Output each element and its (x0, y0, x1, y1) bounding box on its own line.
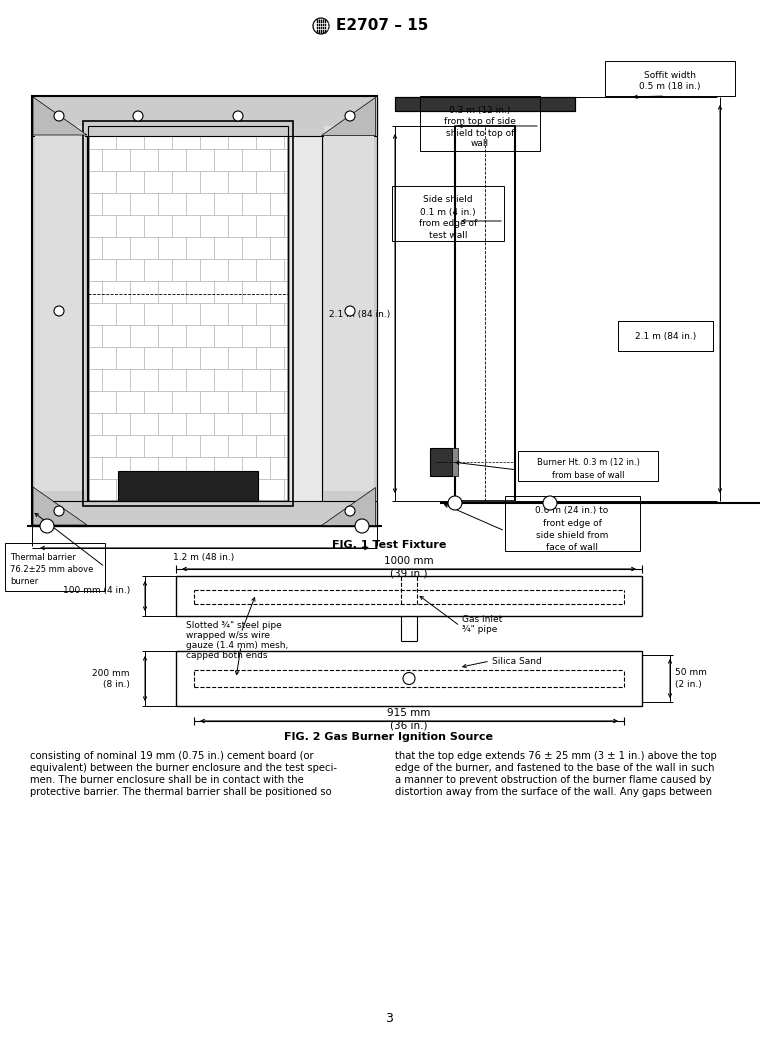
Text: shield to top of: shield to top of (446, 128, 514, 137)
Text: FIG. 2 Gas Burner Ignition Source: FIG. 2 Gas Burner Ignition Source (285, 732, 493, 742)
Text: that the top edge extends 76 ± 25 mm (3 ± 1 in.) above the top: that the top edge extends 76 ± 25 mm (3 … (395, 751, 717, 761)
Text: 0.3 m (12 in.): 0.3 m (12 in.) (450, 106, 510, 116)
Text: gauze (1.4 mm) mesh,: gauze (1.4 mm) mesh, (186, 641, 289, 651)
Text: face of wall: face of wall (546, 542, 598, 552)
Text: wall: wall (471, 139, 489, 149)
Bar (88, 126, 288, 501)
Bar (32, 501, 377, 526)
Circle shape (345, 111, 355, 121)
Bar (605, 61, 735, 96)
Text: 50 mm: 50 mm (675, 668, 707, 677)
Circle shape (345, 506, 355, 516)
Bar (5, 543, 105, 591)
Bar (32, 96, 377, 136)
Text: burner: burner (10, 577, 38, 585)
Bar (452, 448, 458, 476)
Bar (392, 186, 504, 242)
Circle shape (543, 496, 557, 510)
Text: men. The burner enclosure shall be in contact with the: men. The burner enclosure shall be in co… (30, 775, 303, 785)
Text: 1000 mm: 1000 mm (384, 556, 434, 566)
Circle shape (54, 306, 64, 316)
Text: front edge of: front edge of (542, 518, 601, 528)
Text: Slotted ¾" steel pipe: Slotted ¾" steel pipe (186, 621, 282, 631)
Text: Silica Sand: Silica Sand (492, 657, 541, 665)
Text: 915 mm: 915 mm (387, 708, 431, 718)
Circle shape (448, 496, 462, 510)
Text: 76.2±25 mm above: 76.2±25 mm above (10, 564, 93, 574)
Bar (88, 126, 288, 501)
Bar (322, 96, 377, 526)
Bar (324, 126, 374, 491)
Text: Soffit width: Soffit width (644, 71, 696, 79)
Circle shape (54, 111, 64, 121)
Bar (395, 97, 575, 111)
Bar (395, 97, 575, 111)
Circle shape (54, 506, 64, 516)
Text: wrapped w/ss wire: wrapped w/ss wire (186, 632, 270, 640)
Text: 2.1 m (84 in.): 2.1 m (84 in.) (636, 331, 696, 340)
Text: from edge of: from edge of (419, 220, 477, 229)
Bar (32, 96, 377, 526)
Bar (88, 126, 288, 501)
Polygon shape (321, 487, 375, 525)
Text: consisting of nominal 19 mm (0.75 in.) cement board (or: consisting of nominal 19 mm (0.75 in.) c… (30, 751, 314, 761)
Text: capped both ends: capped both ends (186, 652, 268, 660)
Text: 100 mm (4 in.): 100 mm (4 in.) (63, 585, 130, 594)
Circle shape (40, 519, 54, 533)
Text: Side shield: Side shield (423, 196, 473, 204)
Polygon shape (33, 487, 87, 525)
Text: 2.1 m (84 in.): 2.1 m (84 in.) (329, 309, 390, 319)
Text: from top of side: from top of side (444, 118, 516, 127)
Text: a manner to prevent obstruction of the burner flame caused by: a manner to prevent obstruction of the b… (395, 775, 712, 785)
Bar (618, 321, 713, 351)
Text: 0.5 m (18 in.): 0.5 m (18 in.) (640, 82, 701, 92)
Circle shape (355, 519, 369, 533)
Bar (35, 126, 85, 491)
Text: edge of the burner, and fastened to the base of the wall in such: edge of the burner, and fastened to the … (395, 763, 714, 773)
Bar (420, 96, 540, 151)
Bar (32, 96, 87, 526)
Text: (36 in.): (36 in.) (391, 720, 428, 730)
Text: Thermal barrier: Thermal barrier (10, 553, 75, 561)
Text: 0.6 m (24 in.) to: 0.6 m (24 in.) to (535, 507, 608, 515)
Polygon shape (321, 97, 375, 135)
Text: (39 in.): (39 in.) (391, 568, 428, 578)
Text: protective barrier. The thermal barrier shall be positioned so: protective barrier. The thermal barrier … (30, 787, 331, 797)
Text: ¾" pipe: ¾" pipe (462, 625, 497, 634)
Text: Gas inlet: Gas inlet (462, 614, 503, 624)
Text: 1.2 m (48 in.): 1.2 m (48 in.) (173, 553, 235, 562)
Bar (118, 471, 258, 501)
Text: equivalent) between the burner enclosure and the test speci-: equivalent) between the burner enclosure… (30, 763, 337, 773)
Text: Burner Ht. 0.3 m (12 in.): Burner Ht. 0.3 m (12 in.) (537, 458, 640, 467)
Text: (2 in.): (2 in.) (675, 680, 702, 689)
Circle shape (133, 111, 143, 121)
Text: 200 mm: 200 mm (93, 669, 130, 678)
Text: test wall: test wall (429, 231, 468, 240)
Text: 0.1 m (4 in.): 0.1 m (4 in.) (420, 207, 476, 217)
Circle shape (233, 111, 243, 121)
Circle shape (345, 306, 355, 316)
Bar (455, 126, 515, 501)
Bar (83, 121, 293, 506)
Bar (430, 448, 452, 476)
Bar (505, 496, 640, 551)
Bar (618, 321, 713, 351)
Bar (518, 451, 658, 481)
Text: FIG. 1 Test Fixture: FIG. 1 Test Fixture (331, 540, 447, 550)
Bar (176, 651, 642, 706)
Text: (8 in.): (8 in.) (103, 680, 130, 689)
Text: side shield from: side shield from (536, 531, 608, 539)
Text: distortion away from the surface of the wall. Any gaps between: distortion away from the surface of the … (395, 787, 712, 797)
Polygon shape (33, 97, 87, 135)
Text: 3: 3 (385, 1013, 393, 1025)
Bar (176, 576, 642, 616)
Text: E2707 – 15: E2707 – 15 (336, 19, 429, 33)
Text: from base of wall: from base of wall (552, 471, 624, 480)
